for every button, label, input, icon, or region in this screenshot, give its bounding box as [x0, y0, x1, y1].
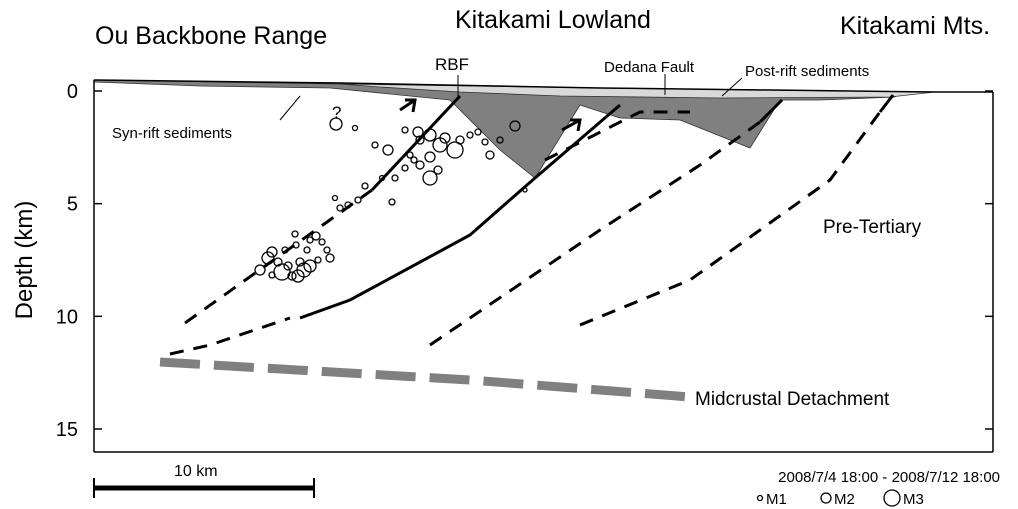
axes — [93, 80, 994, 453]
fault-inferred — [429, 120, 761, 347]
hypocenter — [424, 151, 436, 163]
unit-label: Pre-Tertiary — [823, 217, 922, 238]
hypocenter — [410, 156, 418, 164]
faults — [169, 94, 895, 356]
hypocenter — [509, 120, 521, 132]
hypocenter — [496, 136, 504, 144]
legend-symbol — [883, 489, 901, 507]
slip-arrow — [561, 118, 582, 132]
fault — [878, 94, 895, 113]
unit-label: Syn-rift sediments — [112, 125, 232, 142]
hypocenter — [266, 246, 278, 258]
hypocenter — [378, 174, 386, 182]
fault-inferred — [169, 316, 291, 356]
unit-label: Post-rift sediments — [745, 63, 869, 80]
hypocenter — [291, 230, 299, 238]
tick-label: 15 — [56, 419, 78, 441]
hypocenter — [268, 271, 276, 279]
hypocenter — [351, 124, 359, 132]
hypocenter — [331, 194, 339, 202]
hypocenter — [485, 150, 495, 160]
fault — [299, 103, 621, 320]
hypocenter — [318, 238, 326, 246]
hypocenter — [261, 251, 275, 265]
hypocenter — [306, 236, 314, 244]
midcrustal-detachment — [159, 357, 691, 402]
hypocenter — [388, 198, 396, 206]
hypocenter — [325, 253, 335, 263]
fault-label: Dedana Fault — [604, 59, 695, 76]
hypocenter — [344, 201, 352, 209]
earthquakes — [254, 117, 528, 283]
hypocenter — [354, 196, 362, 204]
legend-symbol — [820, 492, 832, 504]
legend-label: M1 — [766, 491, 787, 508]
hypocenter — [401, 126, 409, 134]
hypocenter — [522, 187, 528, 193]
hypocenter — [433, 165, 443, 175]
fault-inferred — [544, 110, 690, 162]
region-label: Kitakami Lowland — [455, 6, 651, 34]
hypocenter — [254, 264, 266, 276]
region-label: Kitakami Mts. — [840, 12, 990, 40]
tick-label: 10 — [56, 306, 78, 328]
region-label: Ou Backbone Range — [95, 22, 327, 50]
hypocenter — [455, 135, 465, 145]
hypocenter — [412, 126, 424, 138]
hypocenter — [439, 132, 451, 144]
slip-arrow — [399, 98, 417, 113]
hypocenter — [273, 263, 291, 281]
hypocenter — [446, 141, 464, 159]
hypocenter — [382, 144, 394, 156]
legend-symbol — [756, 494, 764, 502]
hypocenter — [273, 257, 283, 267]
hypocenter — [292, 241, 300, 249]
legend-label: M2 — [834, 491, 855, 508]
hypocenter — [361, 182, 369, 190]
question-mark: ? — [332, 103, 341, 122]
hypocenter — [481, 138, 489, 146]
fault-inferred — [579, 111, 882, 327]
topography — [93, 79, 993, 93]
fault — [370, 94, 462, 192]
fault-label: RBF — [435, 55, 469, 74]
hypocenter — [303, 246, 311, 254]
hypocenter — [422, 170, 438, 186]
hypocenter — [401, 164, 409, 172]
legend-label: M3 — [903, 491, 924, 508]
tick-label: 5 — [67, 194, 78, 216]
hypocenter — [423, 128, 437, 142]
hypocenter — [474, 128, 482, 136]
hypocenter — [329, 117, 343, 131]
unit-label: Midcrustal Detachment — [695, 389, 890, 410]
hypocenter — [303, 259, 317, 273]
hypocenter — [371, 141, 379, 149]
fault — [758, 98, 784, 124]
axis-label: Depth (km) — [11, 201, 38, 320]
hypocenter — [287, 271, 297, 281]
hypocenter — [311, 231, 321, 241]
period: 2008/7/4 18:00 - 2008/7/12 18:00 — [778, 469, 1000, 486]
hypocenter — [391, 174, 399, 182]
hypocenter — [336, 204, 344, 212]
hypocenter — [283, 261, 293, 271]
hypocenter — [291, 269, 305, 283]
hypocenter — [415, 135, 425, 145]
hypocenter — [295, 257, 305, 267]
legend — [756, 489, 901, 507]
scale-label: 10 km — [174, 463, 218, 480]
hypocenter — [281, 246, 289, 254]
hypocenter — [323, 246, 331, 254]
leaders — [279, 74, 743, 121]
ticks: 0 5 10 15 — [56, 81, 993, 441]
hypocenter — [406, 151, 414, 159]
hypocenter — [314, 256, 322, 264]
tick-label: 0 — [67, 81, 78, 103]
hypocenter — [466, 131, 474, 139]
hypocenter — [415, 160, 425, 170]
